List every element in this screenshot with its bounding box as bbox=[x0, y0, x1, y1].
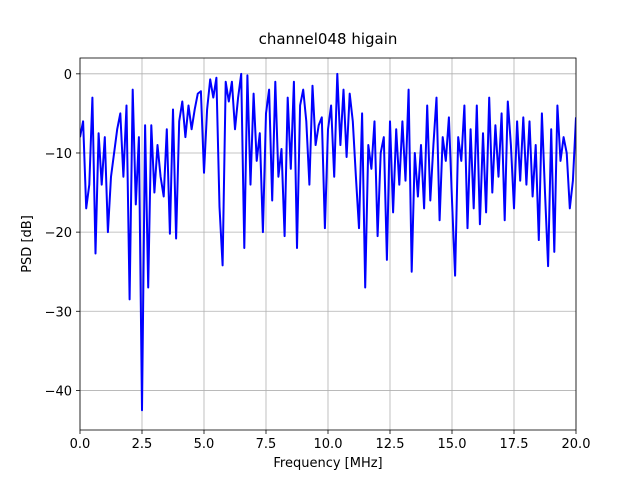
x-tick-label: 17.5 bbox=[500, 437, 529, 452]
y-tick-label: 0 bbox=[64, 68, 72, 83]
y-tick-label: −20 bbox=[45, 226, 72, 241]
plot-frame bbox=[79, 57, 577, 431]
y-axis-label: PSD [dB] bbox=[20, 215, 35, 273]
x-axis-label: Frequency [MHz] bbox=[273, 456, 382, 471]
x-tick-label: 12.5 bbox=[376, 437, 405, 452]
chart-title: channel048 higain bbox=[259, 30, 398, 48]
x-tick-label: 20.0 bbox=[562, 437, 591, 452]
x-tick-label: 0.0 bbox=[70, 437, 91, 452]
x-tick-label: 5.0 bbox=[194, 437, 215, 452]
y-tick-label: −10 bbox=[45, 147, 72, 162]
y-tick-label: −40 bbox=[45, 384, 72, 399]
line bbox=[80, 72, 576, 412]
x-tick-label: 10.0 bbox=[314, 437, 343, 452]
y-tick-label: −30 bbox=[45, 305, 72, 320]
x-tick-label: 15.0 bbox=[438, 437, 467, 452]
x-tick-label: 2.5 bbox=[132, 437, 153, 452]
x-tick-label: 7.5 bbox=[256, 437, 277, 452]
